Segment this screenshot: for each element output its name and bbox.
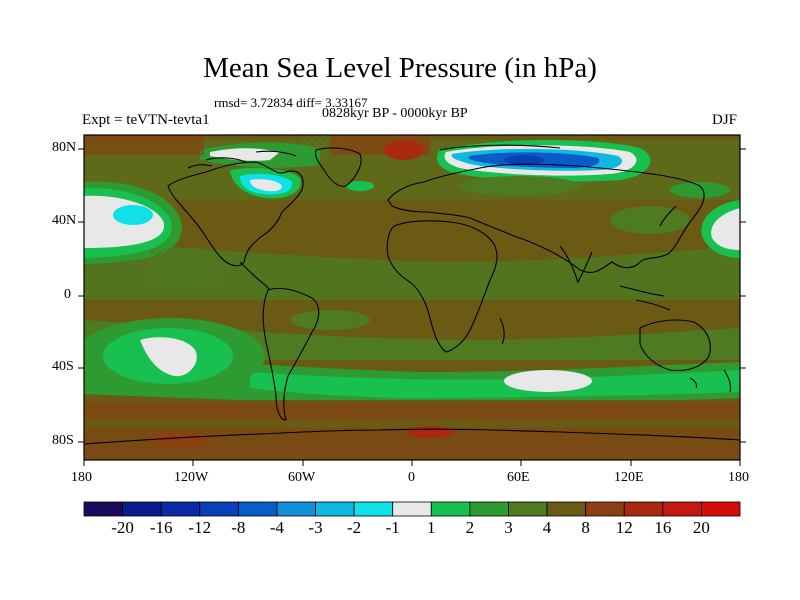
colorbar-swatch — [83, 501, 123, 517]
colorbar-label: -16 — [149, 518, 173, 537]
colorbar-label: 20 — [692, 518, 710, 537]
colorbar-label: 2 — [465, 518, 475, 537]
colorbar-swatch — [430, 501, 471, 517]
colorbar — [83, 501, 741, 517]
colorbar-swatch — [585, 501, 625, 517]
colorbar-label: 3 — [504, 518, 513, 537]
colorbar-label: 12 — [615, 518, 633, 537]
colorbar-swatch — [508, 501, 548, 517]
lat-label-80n: 80N — [52, 140, 77, 155]
lat-label-0: 0 — [64, 287, 71, 302]
season-label: DJF — [712, 112, 738, 128]
colorbar-label: -3 — [308, 518, 323, 537]
coastlines — [84, 144, 740, 445]
colorbar-swatch — [237, 501, 278, 517]
lon-label-120w: 120W — [174, 470, 209, 485]
lat-label-40n: 40N — [52, 213, 77, 228]
colorbar-label: -12 — [188, 518, 212, 537]
lon-label-60e: 60E — [507, 470, 530, 485]
colorbar-swatch — [623, 501, 664, 517]
colorbar-label: 8 — [581, 518, 590, 537]
lon-label-60w: 60W — [288, 470, 316, 485]
colorbar-label: 4 — [542, 518, 552, 537]
colorbar-label: 1 — [427, 518, 436, 537]
colorbar-swatch — [469, 501, 509, 517]
lat-label-80s: 80S — [52, 433, 74, 448]
colorbar-swatch — [701, 501, 741, 517]
colorbar-swatch — [199, 501, 239, 517]
lon-tick-marks — [83, 460, 741, 466]
colorbar-swatch — [662, 501, 702, 517]
colorbar-swatch — [353, 501, 394, 517]
period-line: 0828kyr BP - 0000kyr BP — [322, 106, 468, 121]
lon-label-0: 0 — [408, 470, 415, 485]
experiment-label: Expt = teVTN-tevta1 — [82, 112, 210, 128]
colorbar-swatch — [276, 501, 316, 517]
lon-label-180e: 180 — [728, 470, 749, 485]
lon-label-180w: 180 — [71, 470, 92, 485]
lat-label-40s: 40S — [52, 359, 74, 374]
anomaly-field — [84, 135, 740, 460]
colorbar-swatch — [546, 501, 587, 517]
colorbar-swatch — [315, 501, 355, 517]
colorbar-label: 16 — [654, 518, 672, 537]
colorbar-swatch — [392, 501, 432, 517]
colorbar-label: -20 — [111, 518, 134, 537]
colorbar-label: -8 — [231, 518, 246, 537]
stats-line: rmsd= 3.72834 diff= 3.33167 — [214, 95, 368, 110]
colorbar-label: -2 — [347, 518, 362, 537]
chart-title: Mean Sea Level Pressure (in hPa) — [203, 52, 597, 84]
lon-label-120e: 120E — [614, 470, 644, 485]
colorbar-label: -1 — [385, 518, 400, 537]
colorbar-swatch — [122, 501, 162, 517]
lat-tick-marks — [78, 148, 746, 443]
colorbar-label: -4 — [269, 518, 285, 537]
colorbar-swatch — [160, 501, 201, 517]
